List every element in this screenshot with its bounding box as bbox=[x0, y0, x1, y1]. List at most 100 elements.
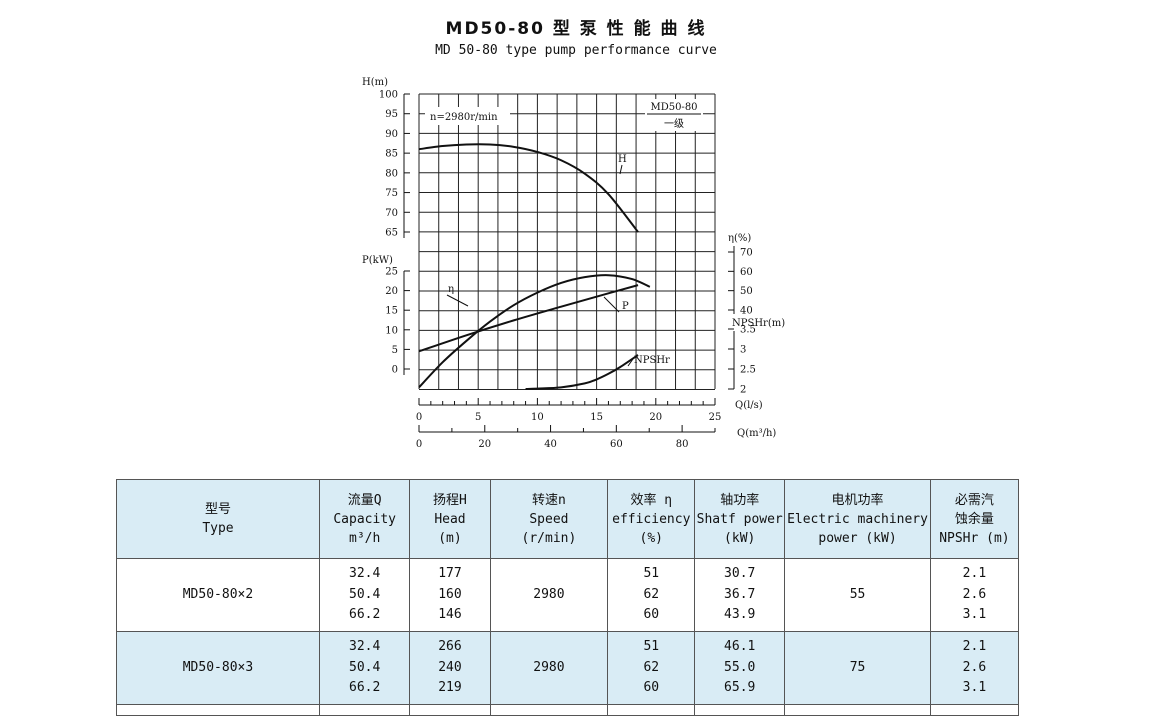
cell-value: 3.1 bbox=[962, 607, 987, 623]
header-shaft-power-line: Shatf power bbox=[696, 511, 783, 527]
npshr-curve-label: NPSHr bbox=[634, 355, 670, 366]
header-head-line: 扬程H bbox=[433, 492, 467, 508]
header-speed-line: Speed bbox=[529, 511, 569, 527]
cell-shaft-power: 30.7 36.7 43.9 bbox=[694, 558, 786, 632]
header-npshr: 必需汽 蚀余量 NPSHr (m) bbox=[929, 479, 1020, 559]
spec-table: 型号 Type 流量Q Capacity m³/h 扬程H Head (m) 转速n Speed (… bbox=[116, 479, 1020, 716]
cell-value: 2.1 bbox=[962, 639, 987, 655]
table-row-partial bbox=[116, 704, 1020, 716]
table-row: MD50-80×2 32.4 50.4 66.2 177 160 146 2980 51 62 60… bbox=[116, 558, 1020, 632]
header-capacity-line: m³/h bbox=[349, 530, 381, 546]
q-ls-tick-label: 20 bbox=[649, 412, 662, 423]
cell-motor-power: 55 bbox=[784, 558, 931, 632]
cell-value: 177 bbox=[438, 566, 462, 582]
header-speed-line: (r/min) bbox=[521, 530, 577, 546]
legend-box-title: MD50-80 bbox=[650, 102, 697, 113]
header-type-line: Type bbox=[202, 521, 234, 536]
header-head-line: Head bbox=[434, 511, 466, 527]
p-axis-tick-label: 20 bbox=[385, 286, 398, 297]
cell-empty bbox=[784, 704, 931, 716]
cell-value: 43.9 bbox=[724, 607, 756, 623]
cell-value: 266 bbox=[438, 639, 462, 655]
cell-value: 46.1 bbox=[724, 639, 756, 655]
cell-value: 2.6 bbox=[962, 659, 987, 675]
h-leader-line bbox=[619, 164, 623, 175]
cell-motor-power: 75 bbox=[784, 631, 931, 705]
cell-efficiency: 51 62 60 bbox=[607, 558, 696, 632]
q-ls-tick-label: 5 bbox=[475, 412, 481, 423]
cell-head: 266 240 219 bbox=[409, 631, 491, 705]
header-motor-power-line: power (kW) bbox=[818, 530, 897, 546]
header-capacity: 流量Q Capacity m³/h bbox=[318, 479, 411, 559]
p-axis-tick-label: 0 bbox=[392, 365, 398, 376]
header-type-line: 型号 bbox=[204, 502, 231, 517]
p-axis-tick-label: 25 bbox=[385, 267, 398, 278]
p-axis-tick-label: 5 bbox=[392, 345, 398, 356]
spec-table-container: 型号 Type 流量Q Capacity m³/h 扬程H Head (m) 转速n Speed (… bbox=[116, 479, 1020, 716]
q-m3h-tick-label: 60 bbox=[610, 439, 623, 450]
cell-value: 50.4 bbox=[349, 659, 381, 675]
cell-speed: 2980 bbox=[489, 558, 609, 632]
header-speed: 转速n Speed (r/min) bbox=[489, 479, 609, 559]
cell-value: 32.4 bbox=[349, 566, 381, 582]
npshr-axis-tick-label: 3.5 bbox=[740, 325, 756, 336]
eta-leader-line bbox=[446, 294, 469, 307]
q-ls-tick-label: 10 bbox=[531, 412, 544, 423]
q-ls-axis-label: Q(l/s) bbox=[735, 400, 763, 411]
npshr-curve bbox=[525, 354, 639, 390]
cell-empty bbox=[116, 704, 320, 716]
performance-chart: 10095908580757065H(m)2520151050P(kW)7060… bbox=[362, 77, 785, 450]
cell-empty bbox=[929, 704, 1020, 716]
eta-curve-label: η bbox=[448, 284, 454, 295]
q-ls-tick-label: 15 bbox=[590, 412, 603, 423]
cell-value: 146 bbox=[438, 607, 462, 623]
eta-axis-tick-label: 60 bbox=[740, 267, 753, 278]
h-axis-tick-label: 75 bbox=[385, 188, 398, 199]
q-m3h-tick-label: 80 bbox=[676, 439, 689, 450]
header-npshr-line: NPSHr (m) bbox=[939, 530, 1010, 546]
header-motor-power-line: Electric machinery bbox=[787, 511, 928, 527]
page-title: MD50-80 型 泵 性 能 曲 线 bbox=[445, 19, 707, 39]
cell-value: 36.7 bbox=[724, 586, 756, 602]
cell-capacity: 32.4 50.4 66.2 bbox=[318, 558, 411, 632]
h-axis-tick-label: 100 bbox=[379, 90, 398, 101]
cell-empty bbox=[409, 704, 491, 716]
header-row: 型号 Type 流量Q Capacity m³/h 扬程H Head (m) 转速n Speed (… bbox=[116, 479, 1020, 559]
header-type: 型号 Type bbox=[116, 479, 320, 559]
header-motor-power: 电机功率 Electric machinery power (kW) bbox=[784, 479, 931, 559]
cell-value: 240 bbox=[438, 659, 462, 675]
cell-value: 66.2 bbox=[349, 680, 381, 696]
cell-value: 50.4 bbox=[349, 586, 381, 602]
page-subtitle: MD 50-80 type pump performance curve bbox=[435, 43, 717, 58]
q-m3h-tick-label: 0 bbox=[416, 439, 422, 450]
eta-axis-tick-label: 40 bbox=[740, 306, 753, 317]
cell-value: 51 bbox=[643, 639, 660, 655]
cell-value: 62 bbox=[643, 586, 660, 602]
cell-value: 32.4 bbox=[349, 639, 381, 655]
p-axis-tick-label: 15 bbox=[385, 306, 398, 317]
h-axis-tick-label: 65 bbox=[385, 228, 398, 239]
header-efficiency-line: efficiency bbox=[612, 511, 691, 527]
cell-value: 51 bbox=[643, 566, 660, 582]
header-shaft-power-line: (kW) bbox=[724, 530, 756, 546]
header-shaft-power: 轴功率 Shatf power (kW) bbox=[694, 479, 786, 559]
cell-type: MD50-80×2 bbox=[116, 558, 320, 632]
h-axis-label: H(m) bbox=[362, 77, 388, 88]
eta-axis-tick-label: 50 bbox=[740, 286, 753, 297]
cell-npshr: 2.1 2.6 3.1 bbox=[929, 558, 1020, 632]
header-motor-power-line: 电机功率 bbox=[831, 492, 884, 508]
cell-value: 219 bbox=[438, 680, 462, 696]
q-m3h-tick-label: 20 bbox=[478, 439, 491, 450]
cell-head: 177 160 146 bbox=[409, 558, 491, 632]
legend-box-bg bbox=[645, 99, 703, 131]
p-axis-tick-label: 10 bbox=[385, 325, 398, 336]
cell-value: 65.9 bbox=[724, 680, 756, 696]
cell-empty bbox=[489, 704, 609, 716]
q-ls-tick-label: 25 bbox=[709, 412, 722, 423]
h-curve-label: H bbox=[618, 154, 627, 165]
cell-empty bbox=[318, 704, 411, 716]
h-axis-tick-label: 85 bbox=[385, 149, 398, 160]
h-curve bbox=[418, 143, 639, 233]
eta-curve bbox=[418, 274, 651, 389]
npshr-axis-label: NPSHr(m) bbox=[732, 318, 785, 329]
